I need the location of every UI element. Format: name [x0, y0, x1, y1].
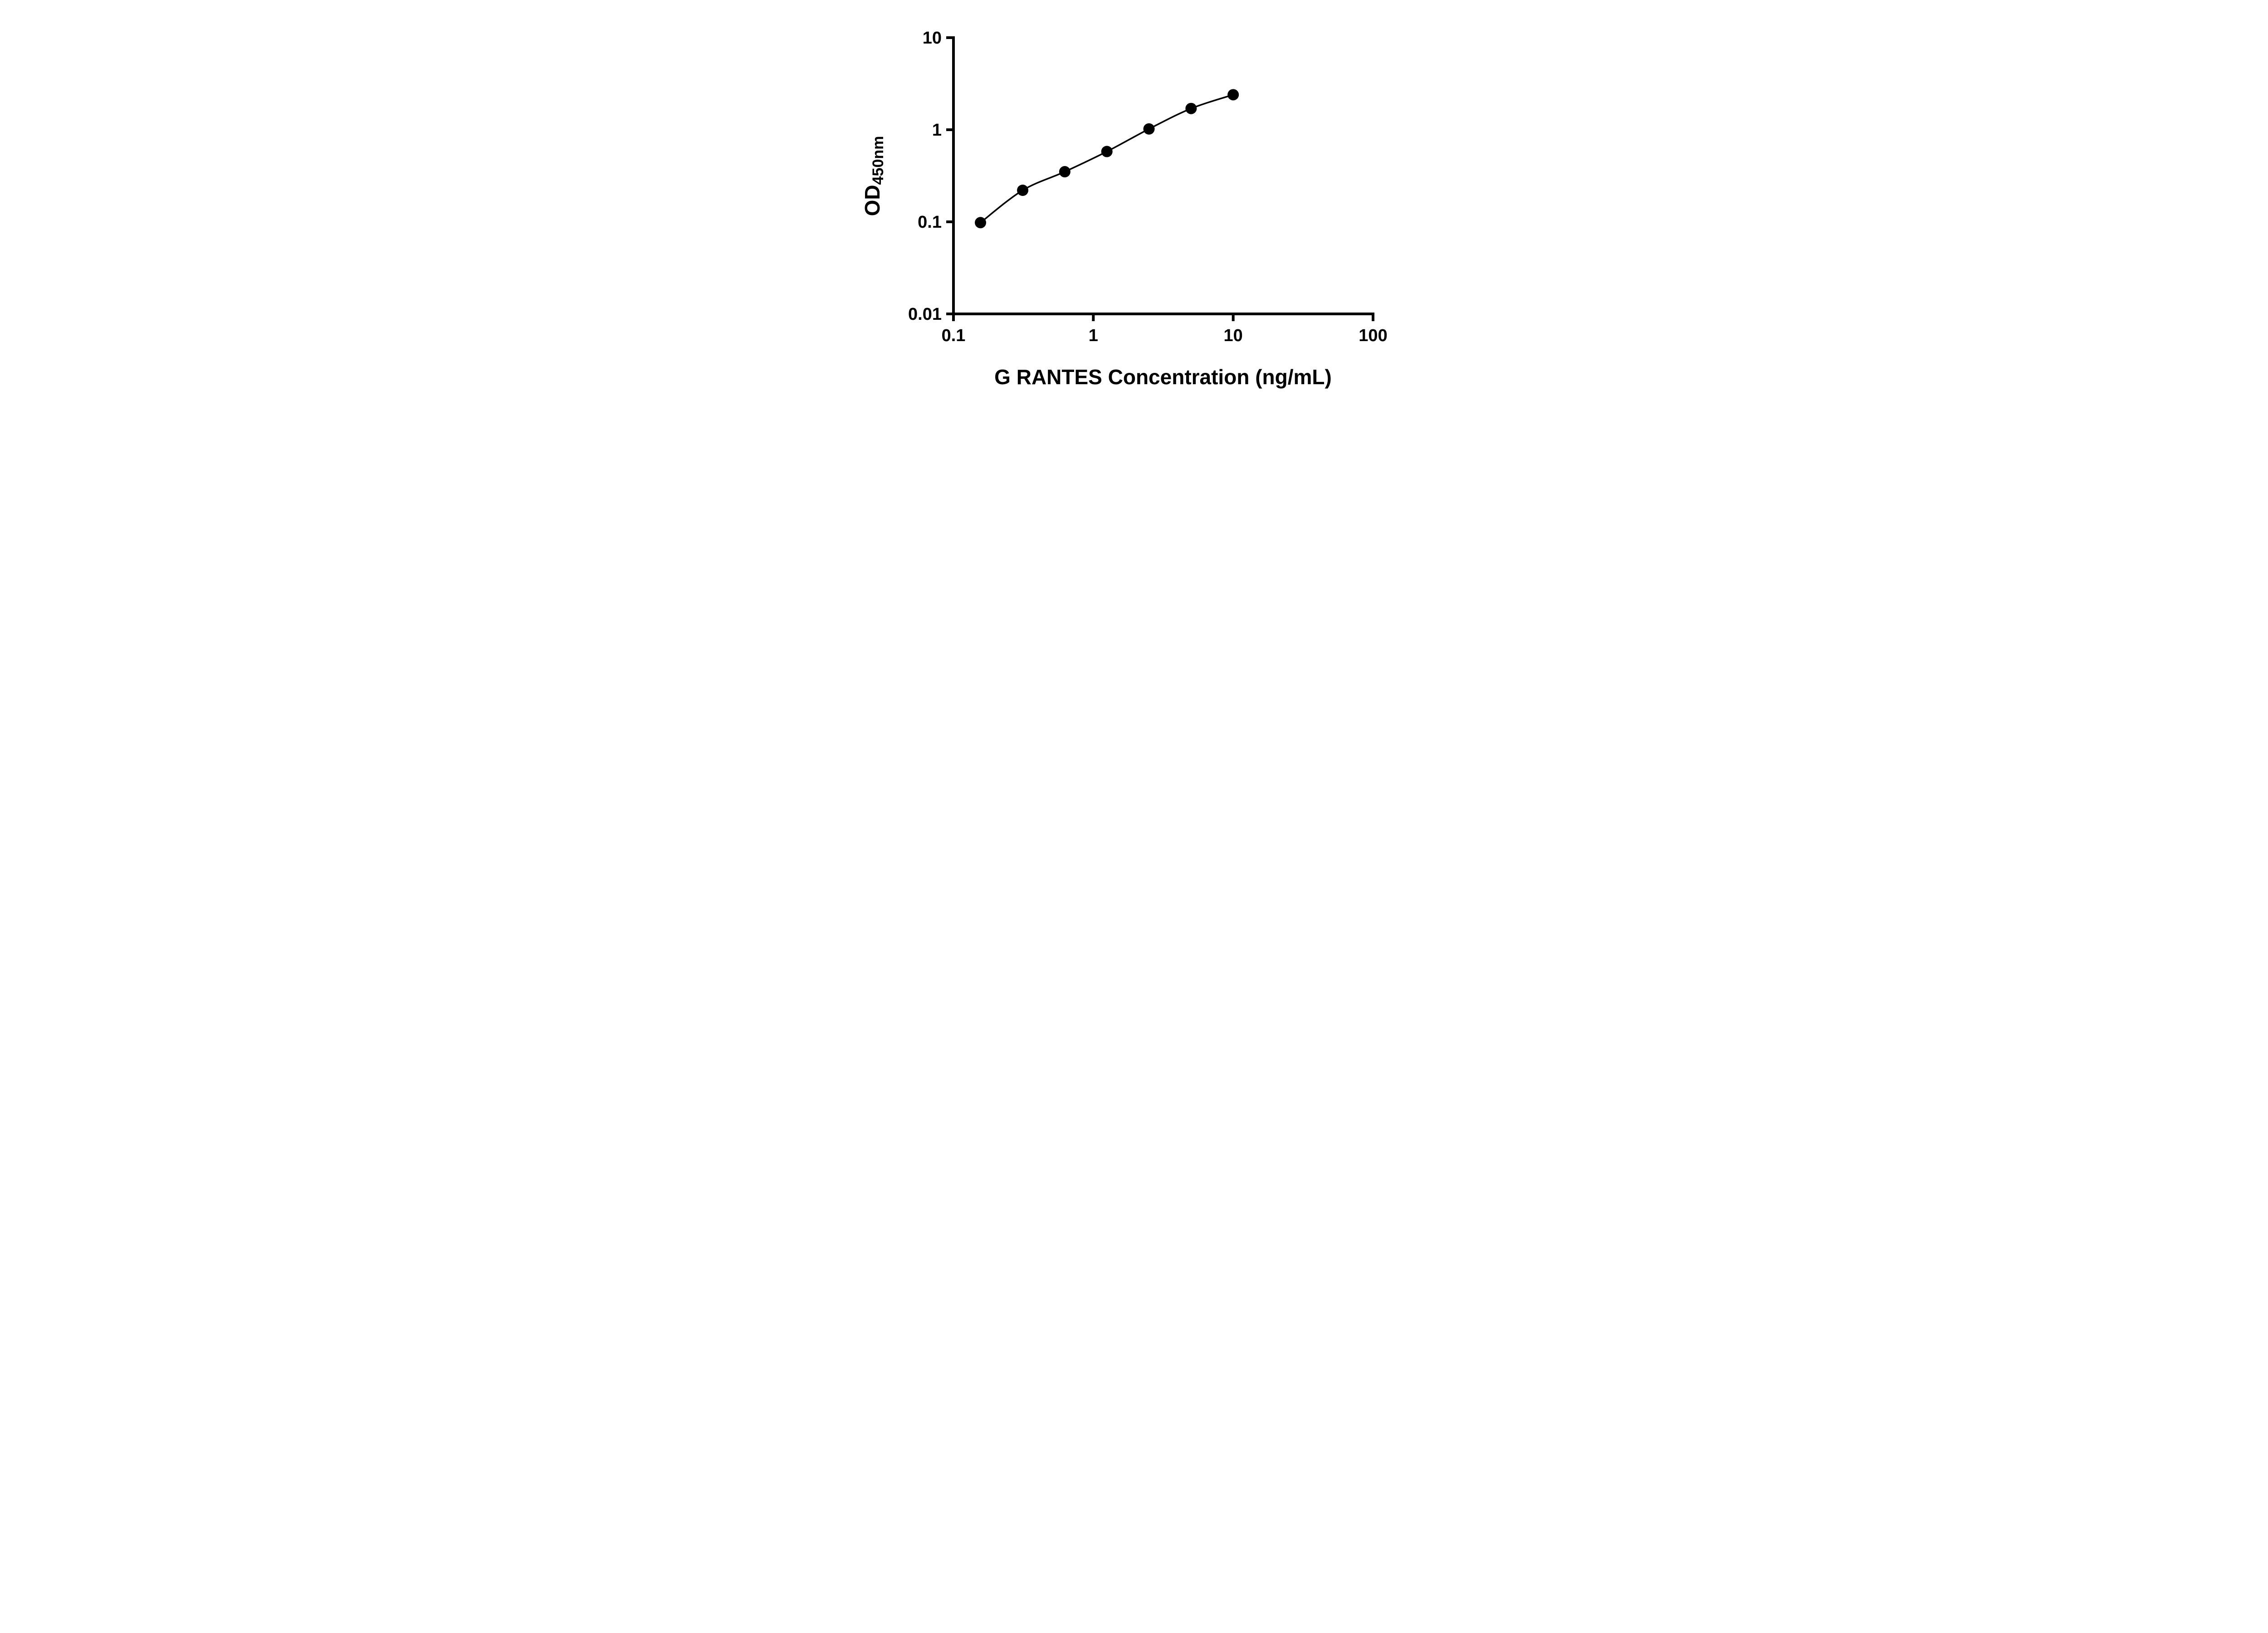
y-tick-label: 0.1 [918, 213, 942, 232]
y-axis-title-subscript: 450nm [870, 136, 887, 185]
y-axis-title-base: OD [860, 185, 884, 216]
fit-curve [980, 94, 1234, 224]
y-axis-title: OD450nm [860, 136, 887, 216]
y-tick-label: 0.01 [908, 305, 942, 324]
x-tick-label: 1 [1089, 326, 1098, 345]
data-point [1059, 166, 1070, 178]
elisa-standard-curve-figure: 0.1 1 10 100 0.01 0.1 1 10 G RANTES Concentrati… [842, 0, 1426, 408]
x-tick-label: 10 [1224, 326, 1243, 345]
data-point [1101, 146, 1113, 157]
data-point [975, 217, 987, 229]
axes-spine [952, 36, 1374, 315]
y-tick-label: 10 [923, 29, 942, 48]
x-tick-label: 0.1 [942, 326, 966, 345]
data-point [1143, 123, 1155, 135]
x-axis-title: G RANTES Concentration (ng/mL) [994, 365, 1332, 389]
data-point [1017, 184, 1029, 196]
x-tick-label: 100 [1359, 326, 1387, 345]
y-tick-label: 1 [932, 121, 942, 140]
data-point [1227, 89, 1239, 101]
data-point [1185, 103, 1197, 114]
